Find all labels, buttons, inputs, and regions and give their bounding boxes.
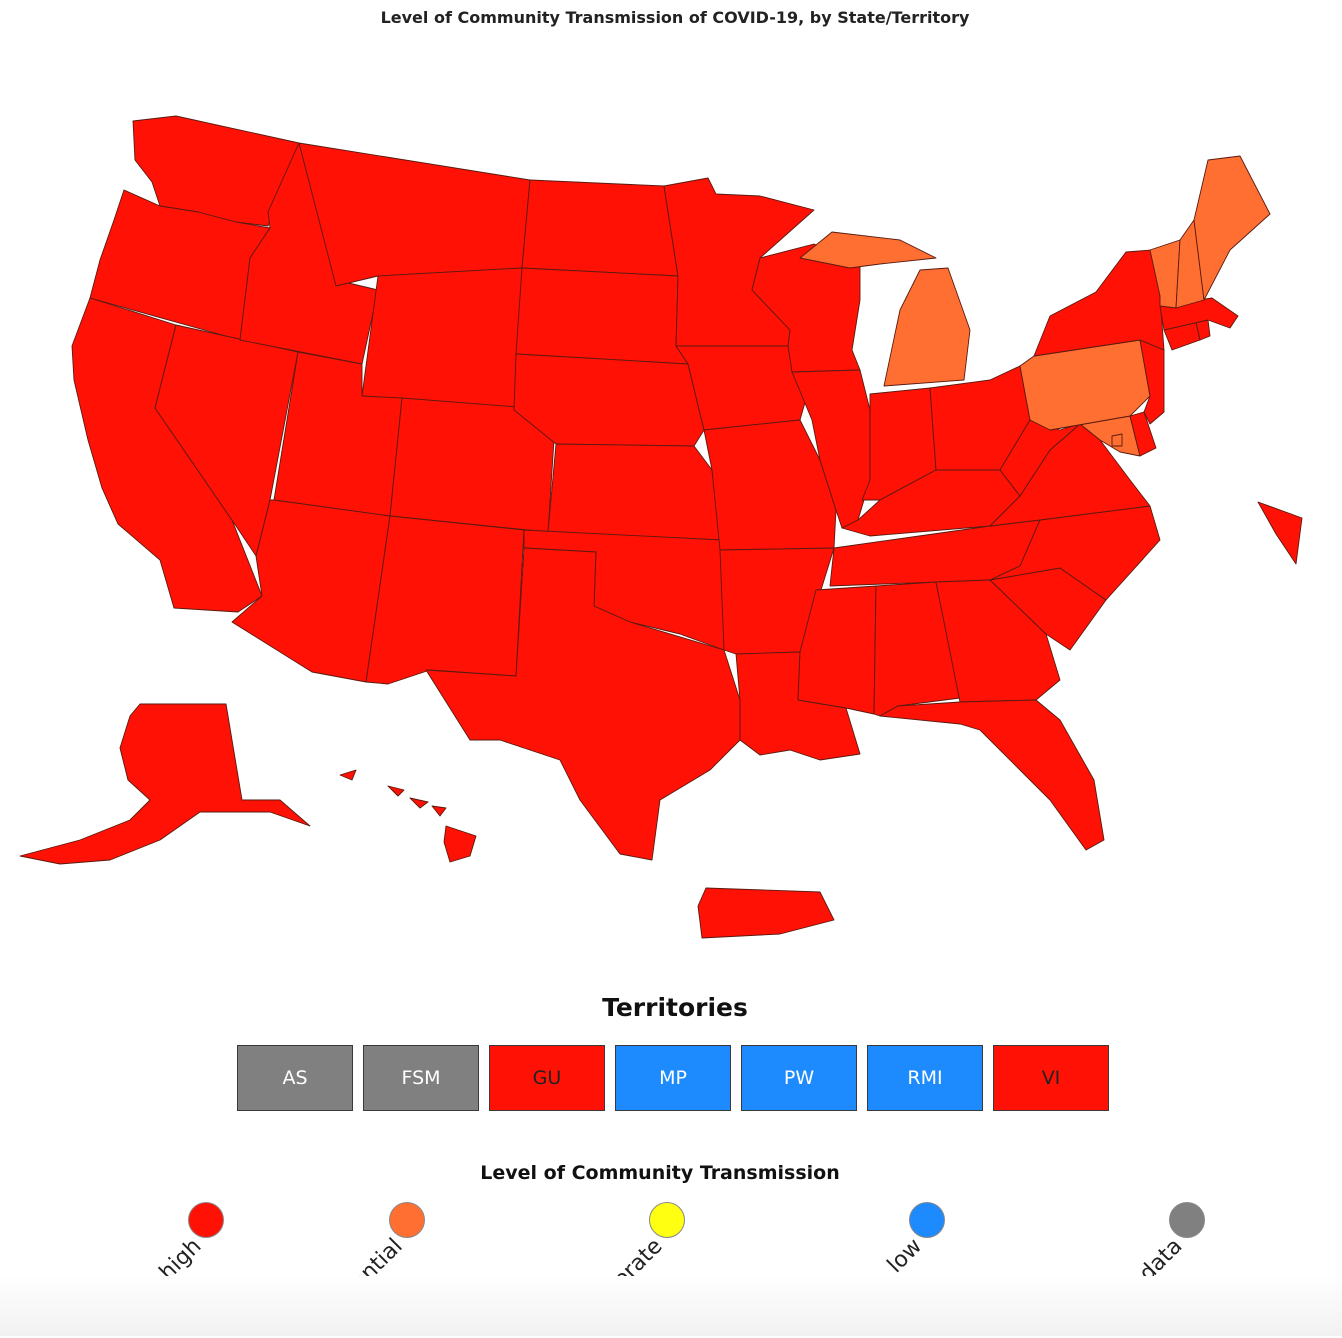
state-alaska[interactable]: Alaska [19, 703, 311, 865]
legend-label-low: low [882, 1233, 928, 1279]
state-new-york[interactable]: New York [1033, 249, 1165, 357]
state-vermont[interactable]: Vermont [1149, 239, 1181, 309]
territory-vi[interactable]: VI [993, 1045, 1109, 1111]
legend-dot-no-data [1169, 1202, 1205, 1238]
territory-as[interactable]: AS [237, 1045, 353, 1111]
territories-heading: Territories [602, 993, 748, 1022]
territory-rmi[interactable]: RMI [867, 1045, 983, 1111]
state-hawaii-part-3[interactable]: Hawaii [409, 797, 429, 809]
state-hawaii-part-5[interactable]: Hawaii [443, 825, 477, 863]
state-hawaii-part-2[interactable]: Hawaii [387, 785, 405, 797]
state-north-carolina[interactable]: North Carolina [989, 505, 1161, 601]
state-delaware[interactable]: Delaware [1129, 411, 1157, 457]
state-montana[interactable]: Montana [298, 142, 531, 287]
legend-dot-moderate [649, 1202, 685, 1238]
state-idaho[interactable]: Idaho [239, 142, 379, 365]
state-michigan-part-2[interactable]: Michigan [799, 231, 937, 269]
state-district-of-columbia[interactable]: District of Columbia [1111, 433, 1123, 447]
state-north-dakota[interactable]: North Dakota [521, 179, 679, 277]
state-hawaii-part-1[interactable]: Hawaii [339, 769, 357, 781]
footer-fade [0, 1276, 1342, 1336]
state-south-dakota[interactable]: South Dakota [515, 267, 689, 365]
state-texas[interactable]: Texas [425, 547, 741, 861]
territory-fsm[interactable]: FSM [363, 1045, 479, 1111]
state-michigan-part-1[interactable]: Michigan [883, 267, 971, 387]
legend-title: Level of Community Transmission [480, 1162, 840, 1184]
state-wyoming[interactable]: Wyoming [361, 267, 523, 411]
state-new-mexico[interactable]: New Mexico [365, 515, 525, 685]
state-florida[interactable]: Florida [879, 699, 1105, 851]
state-missouri[interactable]: Missouri [703, 419, 837, 551]
state-puerto-rico[interactable]: Puerto Rico [697, 887, 835, 939]
territory-gu[interactable]: GU [489, 1045, 605, 1111]
legend-dot-low [909, 1202, 945, 1238]
legend-dot-substantial [389, 1202, 425, 1238]
legend-dot-high [188, 1202, 224, 1238]
state-maine[interactable]: Maine [1193, 155, 1271, 301]
us-transmission-map: WashingtonOregonCaliforniaNevadaIdahoMon… [19, 115, 1303, 939]
state-virgin-islands[interactable]: Virgin Islands [1257, 501, 1303, 565]
state-nebraska[interactable]: Nebraska [513, 353, 705, 447]
state-kansas[interactable]: Kansas [547, 443, 721, 541]
map-title: Level of Community Transmission of COVID… [380, 8, 970, 27]
state-hawaii-part-4[interactable]: Hawaii [431, 805, 447, 817]
territory-pw[interactable]: PW [741, 1045, 857, 1111]
territory-mp[interactable]: MP [615, 1045, 731, 1111]
